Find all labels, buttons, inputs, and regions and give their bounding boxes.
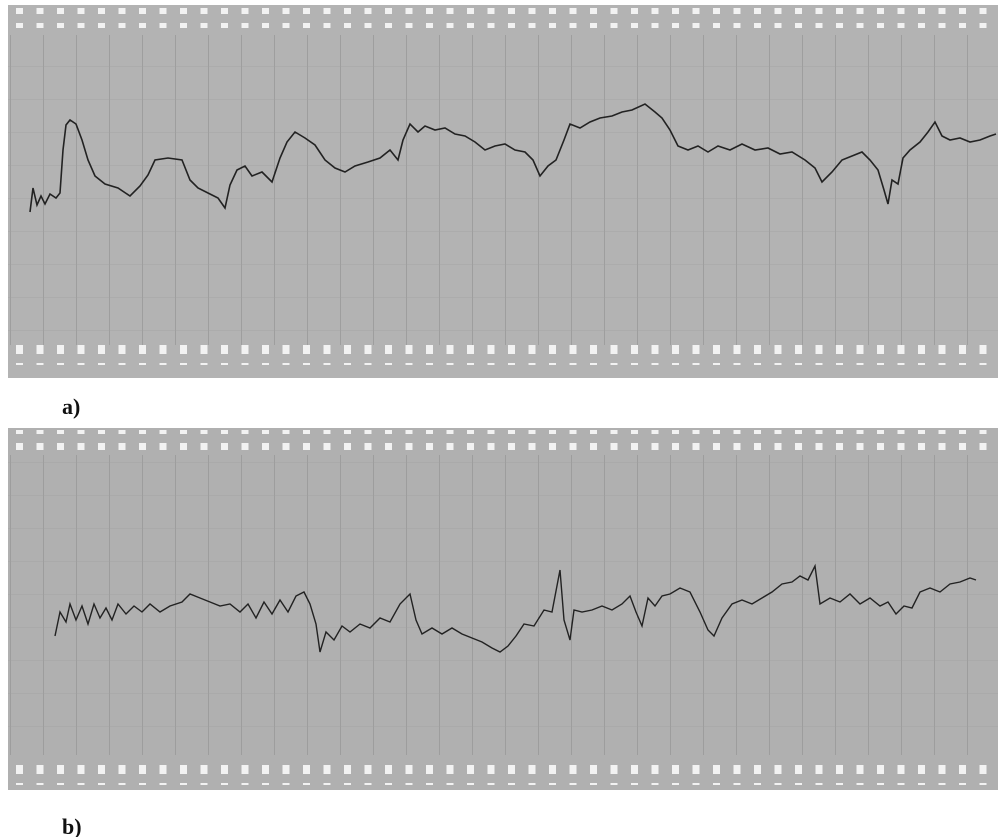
sprocket-holes <box>8 765 998 785</box>
panel-a <box>8 5 998 378</box>
panel-label: a) <box>62 394 80 419</box>
grid <box>8 455 998 755</box>
panel-label: b) <box>62 814 82 837</box>
sprocket-holes <box>8 430 998 450</box>
recordings: a) b) <box>0 0 998 837</box>
grid <box>8 35 998 345</box>
panel-b <box>8 428 998 790</box>
page: a) b) <box>0 0 998 837</box>
sprocket-holes <box>8 345 998 365</box>
sprocket-holes <box>8 8 998 28</box>
